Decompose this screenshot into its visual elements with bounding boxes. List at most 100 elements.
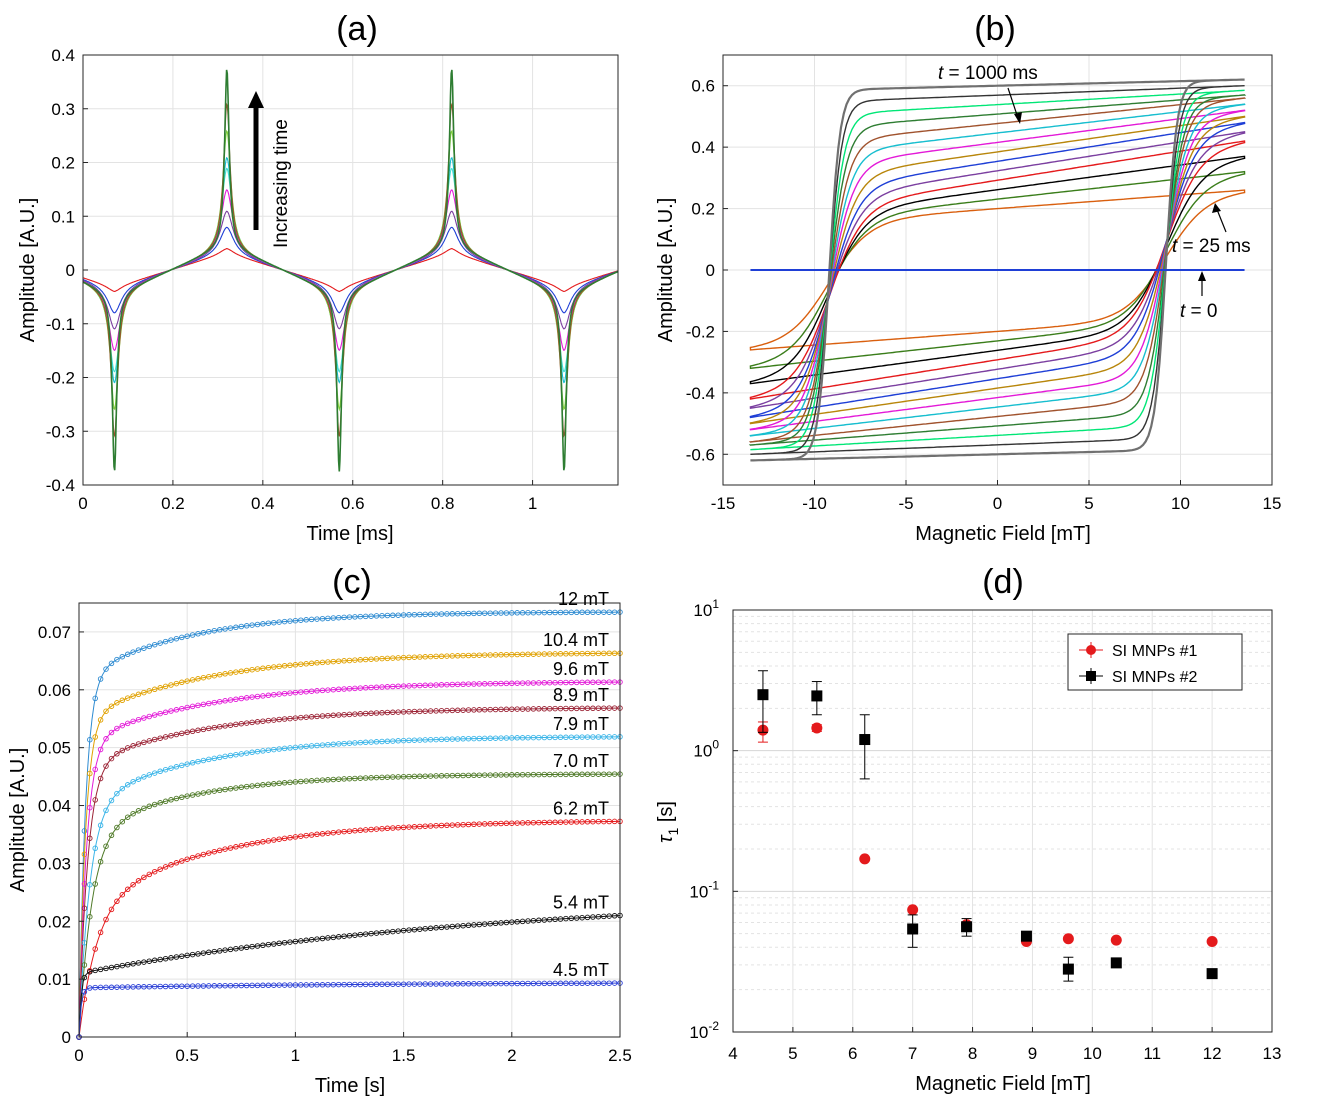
panel-c-marker (227, 697, 234, 703)
panel-c-marker (530, 819, 537, 826)
panel-c-marker (92, 881, 98, 887)
panel-c-marker (103, 916, 109, 923)
panel-c-marker (368, 710, 374, 717)
panel-c-marker (406, 981, 412, 987)
panel-c-marker (400, 737, 407, 744)
panel-c-marker (216, 671, 223, 678)
panel-c-marker (546, 651, 553, 657)
panel-c-marker (325, 981, 331, 988)
panel-c-marker (573, 734, 580, 740)
panel-c-marker (503, 680, 510, 687)
panel-c-marker (87, 969, 93, 975)
panel-d-point-2 (757, 689, 769, 701)
panel-c-marker (427, 611, 434, 618)
panel-c-marker (498, 920, 504, 926)
panel-c-marker (243, 750, 250, 756)
panel-d-xtick-label: 7 (908, 1044, 917, 1063)
panel-d-xtick-label: 9 (1028, 1044, 1037, 1063)
panel-d-legend-label-1: SI MNPs #1 (1112, 643, 1197, 660)
panel-c-marker (525, 651, 531, 658)
panel-b-annotation-t0-arrowhead (1198, 271, 1206, 281)
panel-c-marker (568, 679, 575, 686)
panel-c-marker (433, 925, 439, 931)
panel-a-series-line-dark-green (82, 69, 619, 472)
panel-c-marker (400, 709, 407, 715)
panel-c-marker (195, 983, 201, 989)
panel-c-ytick-label: 0.01 (38, 970, 71, 989)
panel-c-marker (595, 734, 602, 740)
panel-c-marker (346, 740, 353, 746)
panel-c-marker (335, 934, 342, 940)
panel-d-point-1 (1110, 934, 1122, 946)
panel-c-marker (162, 864, 169, 870)
panel-c-marker (157, 640, 163, 646)
panel-c-marker (552, 651, 558, 657)
panel-c-marker (325, 659, 331, 665)
panel-c-axes-box (78, 602, 621, 1038)
panel-c-marker (536, 980, 542, 987)
panel-c-marker (119, 722, 126, 729)
panel-c-marker (303, 743, 309, 750)
panel-c-marker (92, 766, 98, 773)
panel-b-xtick-label: 10 (1171, 494, 1190, 513)
panel-c-marker (184, 633, 190, 639)
panel-c-marker (189, 632, 196, 638)
panel-c-marker (330, 686, 337, 693)
panel-c-marker (103, 984, 109, 991)
panel-c-marker (492, 610, 499, 616)
panel-c-marker (276, 663, 282, 670)
panel-c-marker (563, 771, 569, 778)
panel-c-marker (292, 744, 299, 751)
panel-c-marker (509, 735, 515, 741)
panel-c-marker (573, 650, 580, 657)
panel-c-marker (168, 955, 174, 961)
panel-c-marker (146, 713, 153, 720)
panel-c-marker (438, 822, 445, 829)
panel-c-marker (260, 782, 266, 788)
panel-d-ytick-label: 101 (693, 597, 719, 620)
panel-c-marker (271, 837, 277, 843)
panel-c-marker (108, 755, 115, 762)
panel-c-marker (498, 680, 504, 687)
panel-c-marker (498, 772, 504, 778)
panel-c-xtick-label: 2 (507, 1046, 516, 1065)
panel-d-point-2 (1020, 930, 1032, 942)
panel-c-marker (379, 929, 385, 936)
panel-c-marker (271, 781, 277, 787)
panel-c-marker (411, 611, 418, 618)
panel-c-marker (346, 932, 353, 939)
panel-c-marker (227, 670, 234, 676)
panel-c-marker (373, 613, 380, 619)
panel-c-marker (216, 983, 223, 989)
panel-c-marker (335, 776, 342, 782)
panel-c-marker (568, 705, 575, 712)
panel-c-marker (362, 931, 369, 937)
panel-c-marker (265, 838, 272, 844)
panel-c-marker (406, 927, 412, 933)
panel-c-marker (292, 617, 299, 624)
panel-c-marker (179, 679, 185, 686)
panel-c-marker (476, 610, 483, 617)
panel-c-marker (384, 981, 391, 988)
panel-d-xtick-label: 10 (1083, 1044, 1102, 1063)
panel-c-marker (330, 934, 337, 941)
panel-c-marker (103, 763, 109, 769)
panel-c-marker (476, 652, 483, 658)
panel-c-marker (114, 984, 120, 990)
panel-c-series-line-7.0 mT (78, 773, 620, 1038)
panel-c-marker (200, 726, 207, 733)
panel-c-marker (460, 652, 466, 659)
panel-c-marker (103, 708, 109, 714)
panel-c-marker (541, 609, 548, 616)
panel-c-marker (427, 708, 434, 714)
panel-c-marker (444, 981, 450, 987)
panel-c-marker (536, 706, 542, 712)
panel-c-marker (81, 989, 88, 995)
panel-c-marker (552, 734, 558, 741)
panel-c-marker (319, 935, 326, 942)
panel-c-marker (254, 693, 261, 700)
panel-c-marker (460, 707, 466, 713)
panel-c-marker (314, 982, 320, 988)
panel-c-marker (384, 738, 391, 745)
panel-c-marker (151, 868, 158, 875)
